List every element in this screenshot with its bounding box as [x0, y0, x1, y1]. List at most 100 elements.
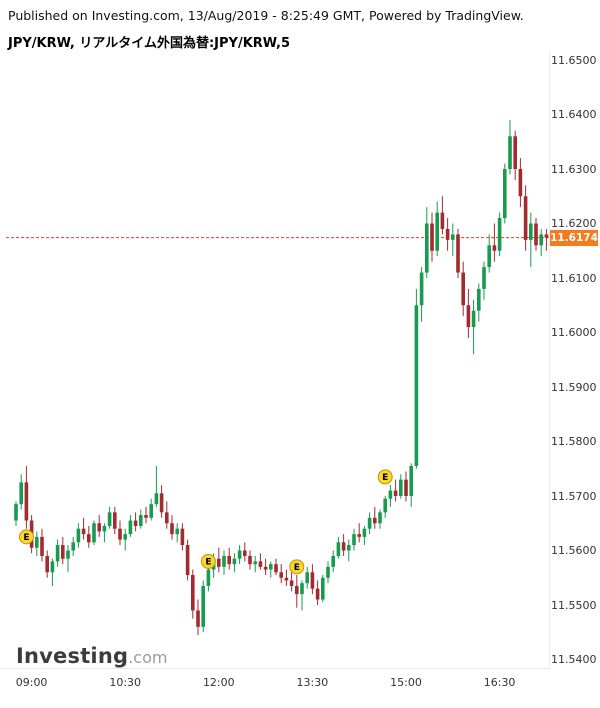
- event-marker-label: E: [205, 558, 211, 568]
- candle-body: [35, 536, 39, 548]
- last-price-badge: 11.6174: [550, 229, 598, 246]
- candle-body: [165, 512, 169, 524]
- candle-body: [409, 466, 413, 496]
- candle-body: [258, 561, 263, 567]
- candle-body: [128, 520, 133, 535]
- time-axis[interactable]: 09:00 10:30 12:00 13:30 15:00 16:30: [0, 672, 549, 692]
- price-tick-label: 11.6000: [551, 326, 597, 339]
- event-marker: [289, 559, 305, 575]
- candle-body: [149, 504, 153, 518]
- candle-body: [170, 523, 174, 535]
- time-tick-label: 09:00: [15, 676, 48, 689]
- candle-body: [159, 493, 164, 513]
- candle-body: [253, 561, 257, 565]
- time-tick-label: 10:30: [109, 676, 142, 689]
- candle-body: [513, 136, 517, 169]
- candle-body: [222, 555, 226, 567]
- candle-body: [414, 305, 419, 467]
- event-marker: [200, 553, 216, 569]
- price-tick-label: 11.6300: [551, 162, 597, 176]
- candle-body: [24, 482, 29, 521]
- candle-body: [66, 550, 70, 559]
- candle-body: [497, 218, 502, 251]
- candle-body: [539, 234, 543, 246]
- last-price-value: 11.6174: [550, 231, 598, 244]
- event-marker: [18, 529, 34, 545]
- candle-body: [40, 536, 44, 556]
- investing-watermark: Investing.com: [16, 644, 167, 668]
- candle-body: [336, 542, 341, 556]
- price-tick-label: 11.5900: [551, 380, 597, 394]
- time-tick-label: 16:30: [483, 676, 516, 689]
- time-tick-label: 13:30: [296, 676, 329, 689]
- candle-body: [144, 515, 148, 518]
- candle-body: [367, 517, 372, 529]
- candle-body: [456, 234, 460, 273]
- candle-body: [19, 482, 23, 505]
- candle-body: [45, 555, 49, 573]
- investing-logo-text: Investing: [16, 644, 129, 668]
- candle-body: [435, 212, 439, 251]
- price-tick-label: 11.6200: [551, 217, 597, 230]
- candle-body: [362, 528, 367, 537]
- candle-body: [388, 490, 393, 499]
- candle-body: [378, 512, 382, 524]
- candle-body: [523, 196, 528, 240]
- candle-body: [451, 234, 455, 240]
- price-axis-separator: [549, 52, 550, 669]
- candle-body: [217, 558, 221, 567]
- candle-body: [503, 169, 507, 219]
- price-tick-label: 11.5400: [551, 653, 597, 666]
- time-tick-label: 12:00: [202, 676, 235, 689]
- candle-body: [466, 305, 471, 328]
- candle-body: [430, 223, 434, 251]
- candle-body: [518, 169, 523, 197]
- candle-body: [544, 234, 549, 238]
- candle-body: [81, 528, 86, 535]
- event-marker-label: E: [382, 473, 388, 483]
- candle-body: [534, 223, 538, 246]
- event-marker-label: E: [294, 563, 300, 573]
- candle-body: [310, 572, 315, 589]
- candle-body: [201, 585, 205, 627]
- price-tick-label: 11.5800: [551, 435, 597, 448]
- candle-body: [487, 245, 491, 268]
- candle-body: [185, 545, 190, 576]
- candle-body: [284, 577, 289, 581]
- candle-body: [248, 555, 252, 565]
- candle-body: [289, 580, 294, 586]
- candle-body: [399, 479, 403, 496]
- candle-body: [92, 523, 96, 543]
- candle-body: [71, 542, 75, 551]
- candle-body: [461, 272, 465, 306]
- candle-body: [113, 512, 117, 529]
- price-tick-label: 11.5600: [551, 544, 597, 557]
- candle-body: [425, 223, 429, 273]
- candle-body: [482, 267, 486, 289]
- candle-body: [492, 245, 497, 251]
- price-tick-label: 11.6100: [551, 271, 597, 285]
- candle-body: [279, 572, 283, 578]
- candle-body: [139, 515, 143, 526]
- candle-body: [97, 523, 101, 532]
- candle-body: [55, 545, 60, 562]
- candle-body: [341, 542, 346, 551]
- price-tick-label: 11.5500: [551, 598, 597, 612]
- candle-body: [305, 572, 309, 584]
- candle-body: [352, 534, 356, 546]
- price-axis[interactable]: 11.6500 11.6400 11.6300 11.6200 11.6100 11.60…: [551, 0, 598, 668]
- candle-body: [445, 228, 450, 240]
- price-tick-label: 11.6400: [551, 108, 597, 121]
- candle-body: [347, 545, 351, 551]
- candle-body: [419, 272, 424, 306]
- candle-body: [118, 528, 122, 540]
- candle-body: [383, 498, 387, 513]
- candle-body: [232, 558, 237, 565]
- candle-body: [243, 550, 247, 556]
- investing-logo-suffix: .com: [128, 648, 168, 667]
- candle-body: [14, 504, 18, 521]
- candle-body: [154, 493, 159, 505]
- event-marker: [377, 469, 393, 485]
- candle-body: [529, 223, 533, 240]
